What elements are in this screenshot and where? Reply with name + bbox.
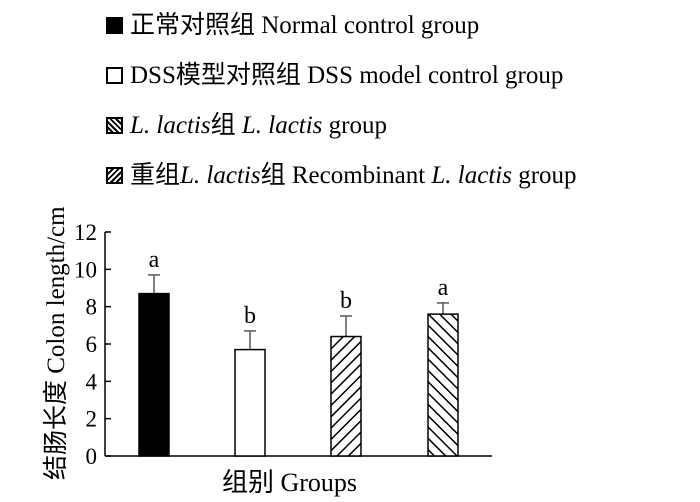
legend-italic: L. lactis — [431, 162, 512, 189]
significance-label: a — [149, 247, 160, 273]
y-tick-label: 4 — [86, 369, 98, 394]
y-tick-label: 10 — [74, 257, 97, 282]
bar — [330, 335, 362, 457]
y-axis-label: 结肠长度 Colon length/cm — [43, 206, 70, 480]
y-tick-label: 12 — [74, 220, 97, 245]
legend-swatch-white — [106, 67, 123, 84]
y-tick-label: 8 — [86, 295, 98, 320]
significance-label: b — [244, 303, 256, 329]
legend-label: 正常对照组 Normal control group — [130, 12, 480, 39]
significance-label: b — [340, 288, 352, 314]
legend-italic: L. lactis — [180, 162, 261, 189]
legend-swatch-backslash — [106, 117, 123, 134]
legend-italic: L. lactis — [130, 112, 211, 139]
legend-swatch-slash — [106, 167, 123, 184]
significance-label: a — [438, 275, 449, 301]
y-tick-label: 2 — [86, 407, 98, 432]
legend-swatch-solid — [106, 17, 123, 34]
plot-area: 0 2 4 6 8 10 12 a b b a — [74, 220, 492, 469]
legend-label: DSS模型对照组 DSS model control group — [130, 62, 564, 89]
bar — [427, 313, 459, 457]
bar — [234, 348, 266, 457]
y-tick-label: 6 — [86, 332, 98, 357]
bar — [138, 292, 170, 457]
y-tick-label: 0 — [86, 444, 98, 469]
legend-italic: L. lactis — [241, 112, 323, 139]
x-axis-label: 组别 Groups — [222, 468, 358, 497]
